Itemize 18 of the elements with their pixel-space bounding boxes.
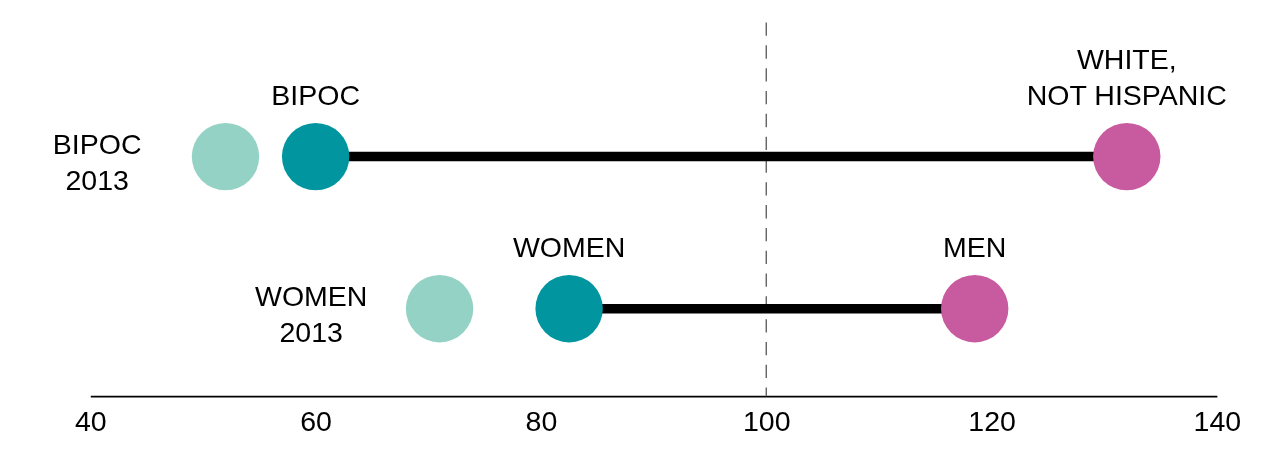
annotation: BIPOC (271, 79, 361, 112)
annotation: WOMEN 2013 (254, 279, 368, 348)
point (535, 275, 603, 343)
point (940, 275, 1009, 343)
annotation: BIPOC 2013 (52, 127, 142, 196)
x-tick-label: 120 (968, 404, 1016, 437)
x-tick-label: 40 (74, 404, 107, 437)
x-tick-label: 140 (1193, 404, 1242, 437)
annotation: WHITE, NOT HISPANIC (1026, 43, 1227, 112)
x-tick-label: 100 (742, 404, 791, 437)
point (281, 122, 350, 191)
point (1093, 122, 1161, 191)
annotation: WOMEN (512, 231, 626, 264)
point (405, 275, 474, 343)
annotation: MEN (943, 231, 1007, 264)
x-tick-label: 60 (300, 404, 332, 437)
x-tick-label: 80 (525, 404, 558, 437)
point (191, 122, 260, 191)
